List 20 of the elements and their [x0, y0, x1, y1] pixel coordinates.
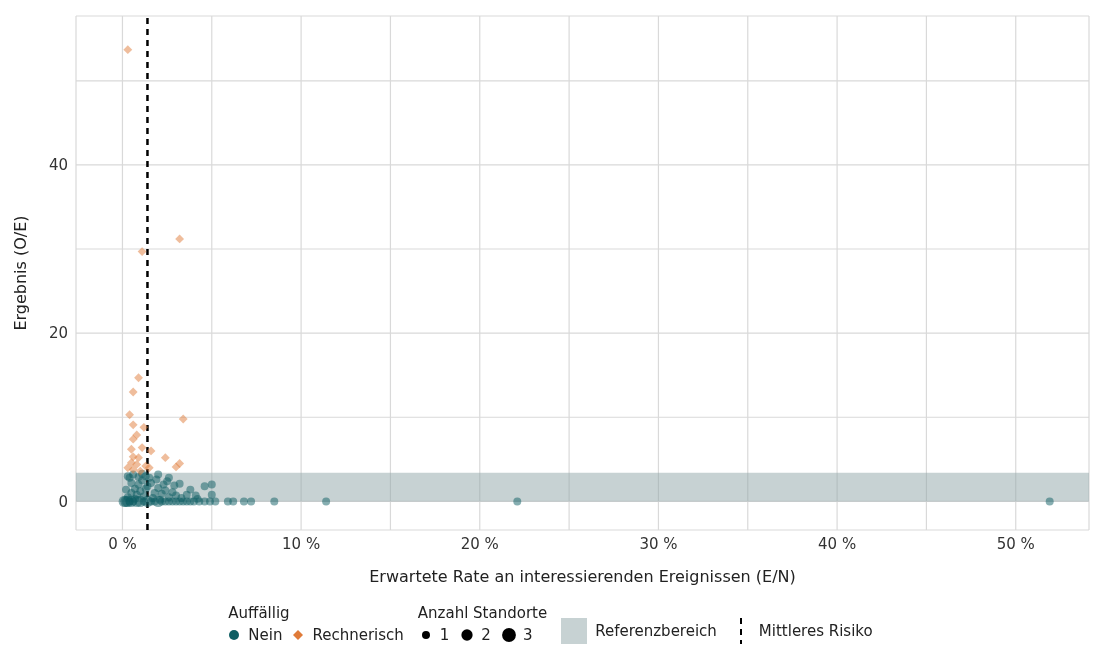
y-tick-label: 40: [48, 156, 68, 175]
x-tick-label: 10 %: [282, 534, 321, 553]
x-tick-label: 0 %: [108, 534, 137, 553]
x-tick-label: 20 %: [460, 534, 499, 553]
legend-label: 1: [439, 626, 450, 644]
legend-label: Rechnerisch: [312, 626, 404, 644]
x-tick-label: 30 %: [639, 534, 678, 553]
legend-label: 3: [522, 626, 533, 644]
text: Anzahl Standorte: [417, 604, 548, 622]
y-tick-label: 0: [58, 492, 68, 511]
x-tick-label: 40 %: [818, 534, 857, 553]
legend-label: Nein: [248, 626, 283, 644]
y-axis-title: Ergebnis (O/E): [10, 215, 30, 331]
legend-label: 2: [481, 626, 491, 644]
legend-label: Mittleres Risiko: [758, 622, 873, 640]
legend-title: Auffällig: [228, 604, 291, 622]
x-axis-title: Erwartete Rate an interessierenden Ereignissen (E/N): [369, 567, 796, 586]
y-tick-label: 20: [48, 324, 68, 343]
legend-label: Referenzbereich: [595, 622, 717, 640]
x-tick-label: 50 %: [996, 534, 1035, 553]
